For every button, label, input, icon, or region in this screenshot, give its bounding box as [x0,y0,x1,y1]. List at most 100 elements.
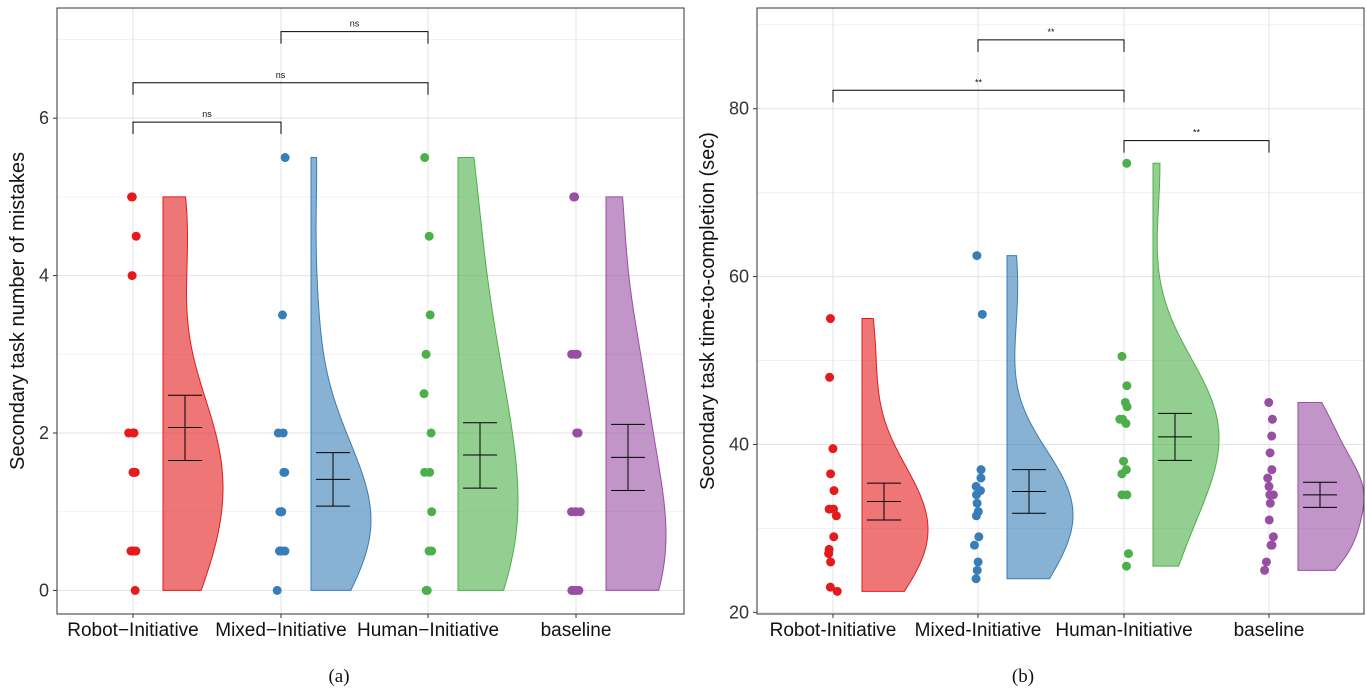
data-point-2-4 [427,507,436,516]
data-point-3-10 [1263,474,1272,483]
x-tick-label-3: baseline [541,620,612,641]
data-point-1-7 [973,499,982,508]
data-point-0-13 [132,232,141,241]
data-point-0-0 [131,586,140,595]
data-point-1-1 [973,566,982,575]
significance-label-2: ** [1047,27,1055,37]
significance-label-2: ns [350,19,360,29]
data-point-2-9 [1118,415,1127,424]
data-point-1-4 [974,532,983,541]
x-tick-label-2: Human-Initiative [1055,620,1192,641]
data-point-2-3 [1117,490,1126,499]
violin-2 [1153,163,1219,566]
data-point-3-4 [569,586,578,595]
violin-3 [606,197,666,591]
y-axis-title: Secondary task number of mistakes [7,152,29,470]
data-point-1-9 [275,507,284,516]
x-tick-label-0: Robot−Initiative [67,620,199,641]
data-point-0-9 [830,486,839,495]
violin-1 [1007,256,1073,579]
data-point-2-7 [427,428,436,437]
y-tick-label-2: 60 [729,267,749,287]
data-point-2-1 [422,586,431,595]
data-point-3-8 [1265,490,1274,499]
data-point-3-3 [1267,541,1276,550]
data-point-2-6 [420,468,429,477]
x-tick-label-0: Robot-Initiative [770,620,897,641]
data-point-2-0 [1122,562,1131,571]
data-point-0-12 [128,271,137,280]
data-point-3-14 [1268,415,1277,424]
data-point-2-10 [426,310,435,319]
violin-1 [311,158,371,591]
data-point-2-11 [1121,398,1130,407]
y-tick-label-0: 0 [39,580,49,600]
y-tick-label-2: 4 [39,266,49,286]
data-point-0-13 [826,314,835,323]
violin-0 [163,197,223,591]
data-point-0-4 [131,547,140,556]
data-point-2-9 [422,350,431,359]
significance-label-1: ** [975,77,983,87]
x-tick-label-1: Mixed−Initiative [215,620,346,641]
data-point-3-5 [1265,515,1274,524]
data-point-1-0 [972,574,981,583]
data-point-1-14 [278,310,287,319]
data-point-3-13 [571,350,580,359]
y-tick-label-3: 80 [729,99,749,119]
data-point-2-12 [1122,381,1131,390]
data-point-0-10 [826,469,835,478]
chart-panel-b: 20 40 60 80 Secondary task time-to-completio… [697,8,1364,641]
data-point-0-2 [826,557,835,566]
significance-bracket-2 [978,40,1124,52]
data-point-1-10 [972,482,981,491]
y-axis-title: Secondary task time-to-completion (sec) [697,132,719,490]
significance-bracket-0 [133,122,281,134]
data-point-3-11 [1267,465,1276,474]
x-tick-label-3: baseline [1234,620,1305,641]
data-point-3-8 [571,507,580,516]
data-point-0-8 [825,505,834,514]
data-point-3-6 [1266,499,1275,508]
data-point-3-12 [1266,448,1275,457]
data-point-3-13 [1267,432,1276,441]
data-point-1-6 [974,507,983,516]
data-point-3-0 [1260,566,1269,575]
data-point-1-0 [273,586,282,595]
violin-3 [1298,402,1364,570]
data-point-2-14 [1122,159,1131,168]
violin-0 [862,319,928,592]
data-point-1-13 [279,428,288,437]
y-tick-label-1: 2 [39,423,49,443]
data-point-3-10 [574,428,583,437]
data-point-1-12 [977,465,986,474]
data-point-1-13 [978,310,987,319]
data-point-0-15 [128,192,137,201]
data-point-0-11 [130,428,139,437]
data-point-1-5 [277,547,286,556]
data-point-0-1 [826,583,835,592]
data-point-3-1 [1262,557,1271,566]
y-tick-label-3: 6 [39,108,49,128]
data-point-2-13 [1117,352,1126,361]
data-point-3-15 [1264,398,1273,407]
data-point-1-11 [976,474,985,483]
data-point-3-9 [1265,482,1274,491]
data-point-1-11 [279,468,288,477]
data-point-2-11 [425,232,434,241]
data-point-2-8 [420,389,429,398]
y-tick-label-0: 20 [729,602,749,622]
x-tick-label-1: Mixed-Initiative [915,620,1042,641]
data-point-0-7 [129,468,138,477]
significance-bracket-0 [1124,141,1269,153]
significance-label-0: ns [202,109,212,119]
data-point-1-3 [970,541,979,550]
violin-2 [458,158,518,591]
data-point-0-5 [829,532,838,541]
significance-label-0: ** [1193,128,1201,138]
chart-panel-a: 0 2 4 6 Secondary task number of mistakes Rob… [7,8,684,641]
y-tick-label-1: 40 [729,434,749,454]
data-point-2-3 [425,547,434,556]
data-point-3-4 [1269,532,1278,541]
